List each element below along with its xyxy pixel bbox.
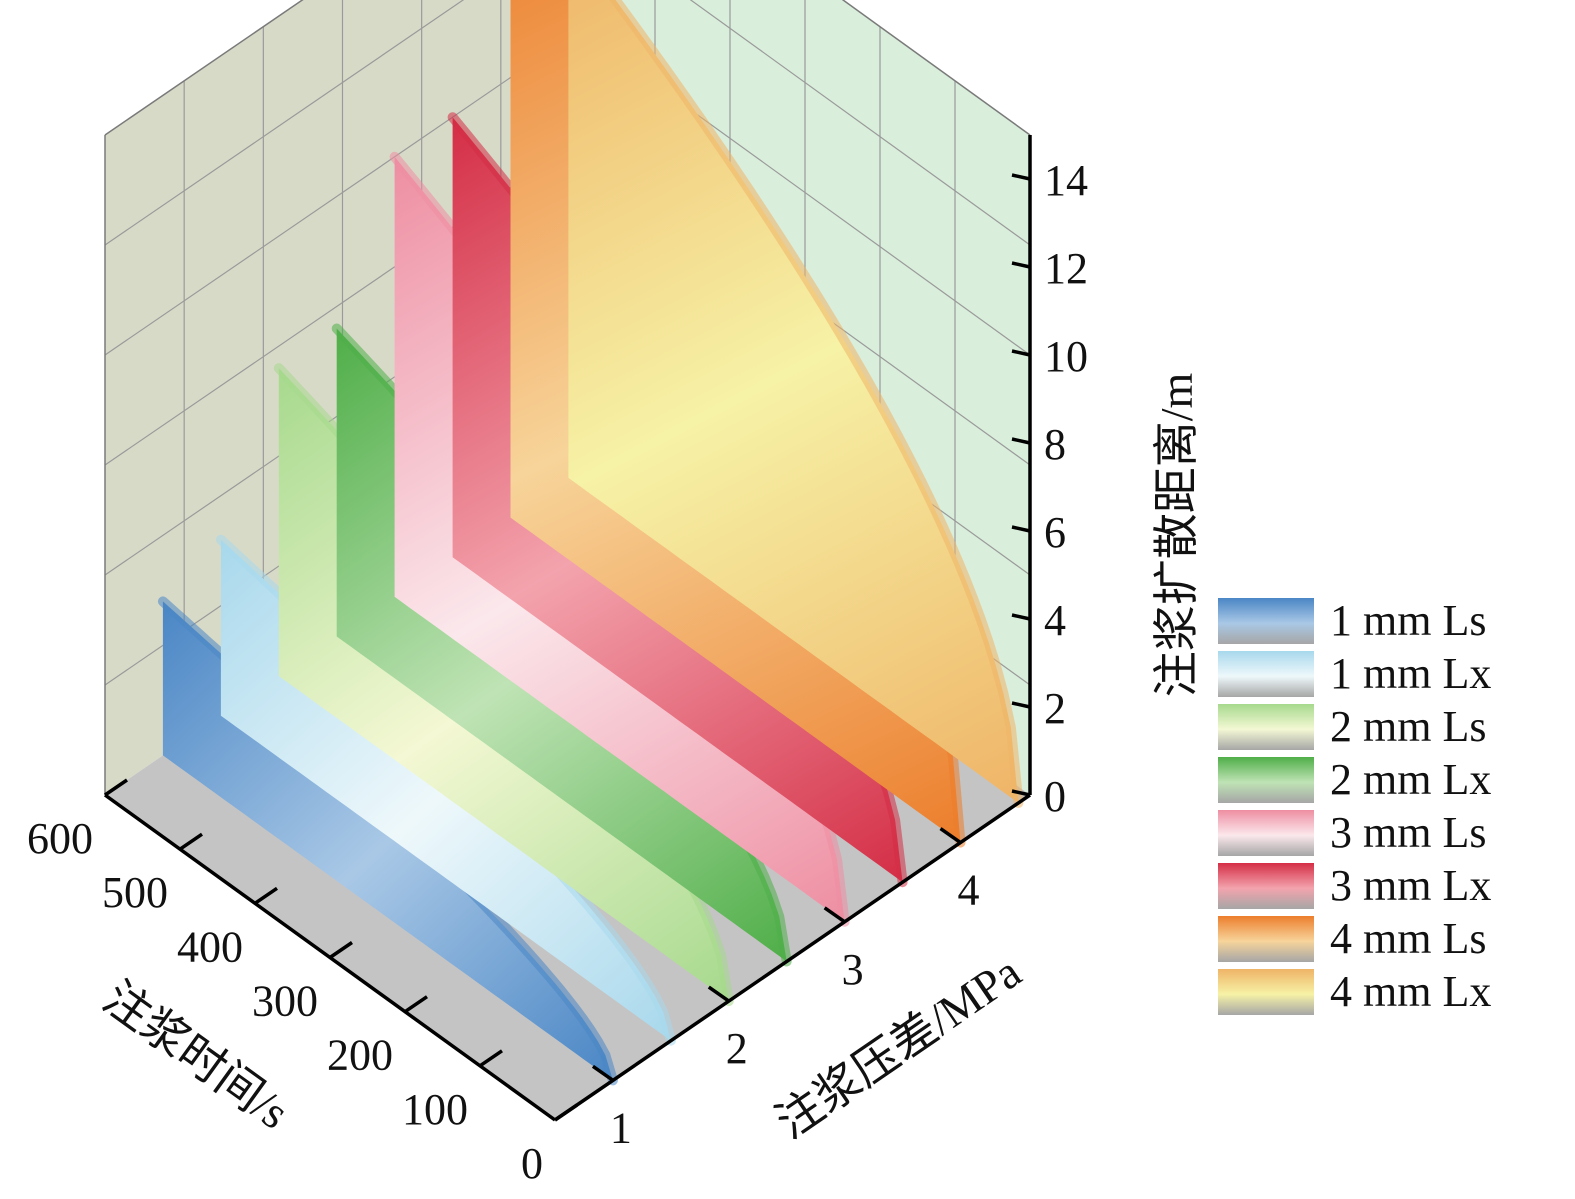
legend-swatch (1218, 916, 1314, 962)
y-tick-label: 2 (726, 1024, 748, 1073)
legend-swatch (1218, 651, 1314, 697)
legend-swatch (1218, 704, 1314, 750)
z-tick (1011, 701, 1031, 709)
y-tick (591, 1064, 614, 1082)
x-tick-label: 100 (402, 1085, 468, 1134)
axes (103, 135, 1032, 1122)
legend-label: 2 mm Ls (1330, 702, 1486, 751)
legend-label: 1 mm Lx (1330, 649, 1491, 698)
z-tick-label: 10 (1044, 332, 1088, 381)
x-tick-label: 500 (102, 868, 168, 917)
ribbons (157, 0, 1024, 1086)
z-tick-label: 8 (1044, 420, 1066, 469)
z-tick (1011, 349, 1031, 357)
z-tick (1011, 261, 1031, 269)
legend-label: 4 mm Ls (1330, 914, 1486, 963)
y-tick-label: 1 (610, 1103, 632, 1152)
z-tick-label: 4 (1044, 596, 1066, 645)
x-tick (179, 832, 203, 851)
z-tick-label: 14 (1044, 156, 1088, 205)
ribbon-top-edge (609, 0, 1024, 808)
x-tick (479, 1049, 503, 1068)
z-tick (1011, 525, 1031, 533)
legend: 1 mm Ls1 mm Lx2 mm Ls2 mm Lx3 mm Ls3 mm … (1218, 596, 1491, 1016)
x-tick (554, 1103, 578, 1122)
frame-top-left (104, 0, 304, 136)
x-tick (329, 941, 353, 959)
z-tick (1011, 613, 1031, 621)
x-tick-label: 600 (27, 814, 93, 863)
legend-swatch (1218, 969, 1314, 1015)
legend-label: 3 mm Ls (1330, 808, 1486, 857)
legend-swatch (1218, 863, 1314, 909)
x-tick-label: 400 (177, 922, 243, 971)
z-axis-title: 注浆扩散距离/m (1151, 373, 1202, 698)
z-tick-label: 2 (1044, 684, 1066, 733)
y-tick (707, 985, 730, 1003)
z-tick (1011, 789, 1031, 797)
x-tick-label: 300 (252, 977, 318, 1026)
y-tick-label: 4 (957, 866, 979, 915)
z-tick-label: 0 (1044, 772, 1066, 821)
z-tick (1011, 437, 1031, 445)
z-tick-label: 6 (1044, 508, 1066, 557)
x-tick-label: 200 (327, 1031, 393, 1080)
x-tick-label: 0 (521, 1139, 543, 1188)
y-axis-title: 注浆压差/MPa (767, 946, 1030, 1148)
legend-label: 1 mm Ls (1330, 596, 1486, 645)
legend-label: 2 mm Lx (1330, 755, 1491, 804)
legend-swatch (1218, 810, 1314, 856)
legend-swatch (1218, 598, 1314, 644)
x-tick (104, 778, 128, 797)
legend-label: 3 mm Lx (1330, 861, 1491, 910)
x-tick (404, 995, 428, 1014)
x-tick (254, 886, 278, 905)
ribbon-4-mm-lx (568, 0, 1019, 803)
y-axis-line (554, 793, 1031, 1122)
frame-top-right (841, 0, 1031, 136)
y-tick-label: 3 (842, 945, 864, 994)
legend-swatch (1218, 757, 1314, 803)
y-tick (939, 827, 962, 844)
legend-label: 4 mm Lx (1330, 967, 1491, 1016)
z-tick-label: 12 (1044, 244, 1088, 293)
z-tick (1011, 173, 1031, 181)
y-tick (823, 906, 846, 924)
